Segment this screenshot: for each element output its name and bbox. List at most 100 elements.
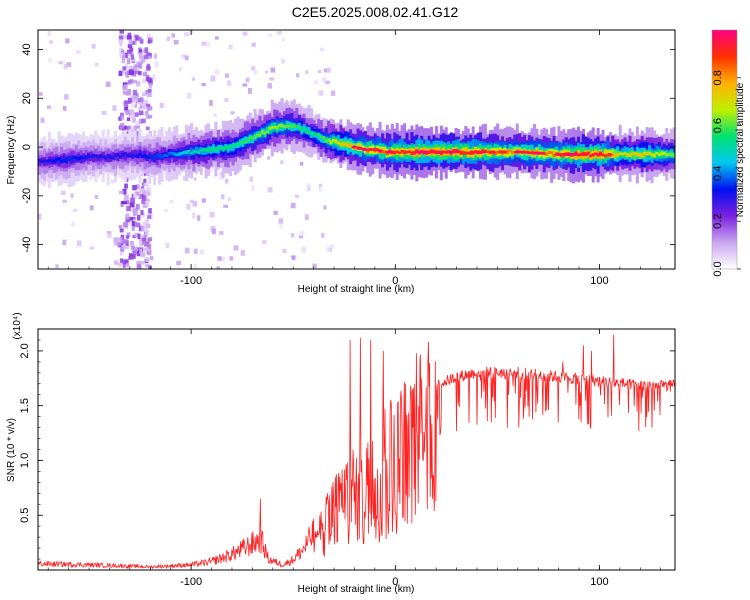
heatmap-speckle — [124, 52, 128, 59]
heatmap-cell — [111, 156, 115, 160]
heatmap-speckle — [132, 250, 137, 256]
heatmap-speckle — [143, 247, 149, 252]
heatmap-speckle — [140, 209, 144, 216]
heatmap-speckle — [126, 234, 130, 238]
heatmap-speckle — [118, 237, 123, 244]
heatmap-cell — [662, 151, 666, 155]
heatmap-cell — [471, 152, 475, 155]
heatmap-cell — [314, 132, 318, 136]
heatmap-speckle — [165, 242, 170, 249]
heatmap-speckle — [131, 66, 136, 70]
spectrogram-x-label: Height of straight line (km) — [298, 284, 415, 295]
snr-x-tick-label: -100 — [180, 576, 202, 588]
heatmap-cell — [603, 154, 607, 158]
heatmap-cell — [648, 151, 652, 155]
heatmap-speckle — [226, 80, 232, 87]
heatmap-cell — [150, 155, 154, 159]
heatmap-speckle — [46, 105, 51, 109]
heatmap-cell — [133, 155, 137, 158]
heatmap-cell — [283, 124, 287, 128]
heatmap-cell — [322, 136, 326, 143]
heatmap-speckle — [118, 262, 122, 267]
heatmap-cell — [513, 151, 517, 155]
heatmap-cell — [202, 147, 206, 155]
heatmap-cell — [618, 152, 622, 155]
heatmap-cell — [633, 152, 637, 155]
heatmap-speckle — [129, 79, 134, 84]
heatmap-speckle — [146, 74, 150, 79]
heatmap-speckle — [146, 223, 151, 229]
heatmap-cell — [273, 125, 277, 129]
heatmap-speckle — [124, 34, 129, 40]
heatmap-speckle — [159, 102, 164, 109]
heatmap-speckle — [135, 101, 141, 105]
heatmap-peak — [453, 150, 460, 154]
heatmap-speckle — [123, 194, 129, 201]
heatmap-speckle — [120, 234, 125, 240]
heatmap-speckle — [323, 68, 328, 73]
snr-y-label: SNR (10 * v/v) — [6, 418, 17, 482]
heatmap-cell — [344, 142, 348, 146]
heatmap-speckle — [141, 195, 147, 201]
heatmap-speckle — [132, 185, 137, 191]
heatmap-speckle — [304, 70, 309, 74]
heatmap-speckle — [130, 114, 135, 119]
heatmap-speckle — [119, 258, 124, 263]
heatmap-cell — [317, 132, 321, 141]
heatmap-speckle — [214, 69, 220, 75]
heatmap-speckle — [146, 250, 152, 256]
heatmap-speckle — [63, 63, 68, 70]
heatmap-speckle — [125, 217, 131, 223]
heatmap-speckle — [145, 264, 150, 268]
heatmap-speckle — [128, 97, 133, 104]
heatmap-speckle — [139, 60, 144, 64]
heatmap-cell — [187, 149, 191, 157]
heatmap-cell — [285, 120, 289, 129]
heatmap-cell — [327, 138, 331, 142]
heatmap-speckle — [304, 214, 309, 221]
heatmap-speckle — [147, 215, 152, 219]
heatmap-cell — [140, 155, 144, 158]
heatmap-cell — [84, 155, 88, 160]
heatmap-cell — [253, 134, 257, 139]
heatmap-cell — [550, 151, 554, 155]
heatmap-cell — [265, 126, 269, 133]
heatmap-cell — [116, 153, 120, 161]
heatmap-cell — [94, 154, 98, 162]
heatmap-speckle — [75, 50, 81, 54]
heatmap-cell — [236, 142, 240, 146]
heatmap-cell — [589, 154, 593, 158]
heatmap-speckle — [138, 36, 142, 41]
heatmap-cell — [214, 147, 218, 152]
heatmap-speckle — [47, 58, 52, 63]
heatmap-cell — [643, 151, 647, 156]
heatmap-speckle — [131, 245, 135, 250]
heatmap-speckle — [193, 177, 197, 181]
heatmap-speckle — [145, 89, 150, 95]
heatmap-speckle — [278, 218, 283, 224]
snr-panel: -100 0 100 0.5 1.0 1.5 2.0 Height of straight… — [6, 312, 676, 595]
heatmap-peak — [392, 150, 398, 154]
heatmap-cell — [611, 153, 615, 157]
spectrogram-y-tick-label: -40 — [21, 237, 33, 253]
heatmap-speckle — [133, 221, 138, 228]
heatmap-peak — [422, 150, 430, 154]
heatmap-speckle — [319, 47, 325, 52]
heatmap-cell — [116, 152, 120, 157]
heatmap-cell — [552, 153, 556, 158]
spectrogram-y-tick-label: 0 — [21, 144, 33, 150]
heatmap-cell — [194, 150, 198, 154]
heatmap-speckle — [139, 260, 144, 265]
heatmap-speckle — [277, 31, 282, 35]
heatmap-speckle — [146, 107, 151, 111]
heatmap-cell — [640, 153, 644, 158]
heatmap-cell — [260, 130, 264, 134]
heatmap-speckle — [142, 221, 147, 228]
heatmap-speckle — [318, 186, 323, 192]
heatmap-speckle — [126, 117, 131, 121]
heatmap-cell — [292, 123, 296, 128]
heatmap-speckle — [219, 231, 224, 235]
heatmap-cell — [226, 146, 230, 150]
heatmap-cell — [336, 141, 340, 145]
heatmap-speckle — [144, 230, 149, 236]
